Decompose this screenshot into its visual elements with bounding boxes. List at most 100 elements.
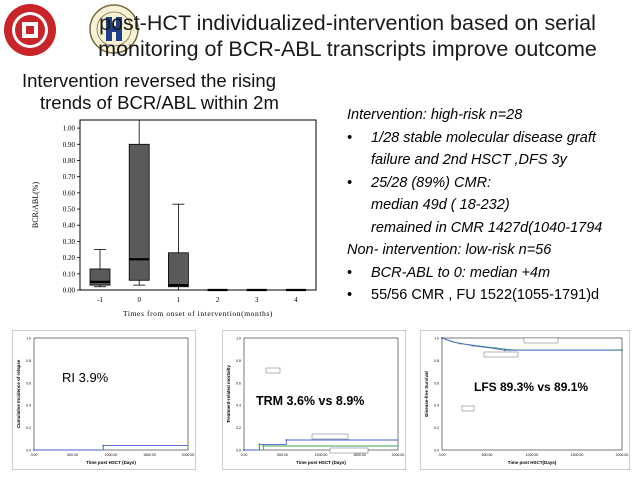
y-tick-label: 0.30 — [63, 238, 76, 246]
y-axis-label: Cumulative Incidence of relapse — [16, 359, 21, 428]
lfs-label: LFS 89.3% vs 89.1% — [474, 380, 589, 394]
details-bullet-3: • BCR-ABL to 0: median +4m — [347, 262, 637, 285]
x-axis-label: Time post HSCT(Days) — [508, 460, 557, 465]
y-tick-label: 1.0 — [26, 337, 31, 341]
box-body — [128, 143, 150, 281]
y-tick-label: 0.4 — [26, 404, 31, 408]
x-axis-label: Time post HSCT (Days) — [86, 460, 136, 465]
y-axis-label: BCR/ABL(%) — [31, 182, 40, 229]
chart-border — [12, 330, 196, 470]
legend-box-0 — [265, 367, 281, 374]
y-tick-label: 0.0 — [26, 449, 31, 453]
trm-label: TRM 3.6% vs 8.9% — [256, 394, 365, 408]
censor-mark — [258, 443, 261, 446]
x-tick-label: 1500.00 — [143, 453, 156, 457]
censor-mark — [243, 449, 245, 451]
details-bullet-1-cont: failure and 2nd HSCT ,DFS 3y — [371, 152, 567, 168]
x-tick-label: 2000.00 — [392, 453, 405, 457]
x-tick-label: -1 — [97, 296, 103, 304]
relapse-incidence-chart: 0.0 0.2 0.4 0.6 0.8 1.0 0.00 500.00 1000.00 1500.… — [12, 330, 196, 470]
x-tick-label: 500.00 — [482, 453, 493, 457]
x-tick-label: 1500.00 — [571, 453, 584, 457]
y-tick-label: 0.40 — [63, 222, 76, 230]
box-0 — [128, 119, 150, 286]
y-tick-label: 0.0 — [236, 449, 241, 453]
intervention-heading: Intervention: high-risk n=28 — [347, 107, 523, 123]
y-tick-label: 0.8 — [434, 359, 439, 363]
y-axis-label: Disease-free Survival — [424, 371, 429, 417]
legend-box-1 — [483, 351, 519, 358]
y-tick-label: 1.0 — [434, 337, 439, 341]
details-bullet-4: • 55/56 CMR , FU 1522(1055-1791)d — [347, 284, 637, 307]
x-tick-label: 1000.00 — [315, 453, 328, 457]
y-tick-label: 0.50 — [63, 206, 76, 214]
x-tick-label: 0.00 — [241, 453, 248, 457]
legend-box-0 — [523, 337, 559, 344]
x-axis-label: Times from onset of intervention(months) — [123, 309, 273, 318]
x-axis-label: Time post HSCT (Days) — [296, 460, 346, 465]
y-tick-label: 0.20 — [63, 254, 76, 262]
y-tick-label: 0.4 — [434, 404, 439, 408]
y-tick-label: 1.0 — [236, 337, 241, 341]
box-body — [167, 252, 189, 288]
y-tick-label: 0.8 — [26, 359, 31, 363]
series-line-1 — [244, 439, 398, 451]
bullet-mark: • — [347, 174, 353, 191]
y-tick-label: 0.8 — [236, 359, 241, 363]
details-bullet-1: • 1/28 stable molecular disease graft — [347, 127, 637, 150]
y-tick-label: 0.2 — [434, 426, 439, 430]
legend-box-2 — [329, 447, 369, 454]
bullet-mark: • — [347, 287, 353, 303]
y-tick-label: 0.2 — [236, 426, 241, 430]
trm-chart: 0.0 0.2 0.4 0.6 0.8 1.0 0.00 500.00 1000.00 1500.… — [222, 330, 406, 470]
censor-mark — [472, 345, 475, 347]
details-panel: Intervention: high-risk n=28 • 1/28 stabl… — [347, 104, 637, 307]
y-tick-label: 0.4 — [236, 404, 241, 408]
chart-border — [420, 330, 630, 470]
x-tick-label: 4 — [294, 296, 298, 304]
lfs-chart: 0.0 0.2 0.4 0.6 0.8 1.0 0.00 500.00 1000.00 1500.… — [420, 330, 630, 470]
y-tick-label: 0.70 — [63, 173, 76, 181]
subtitle-line-2: trends of BCR/ABL within 2m — [40, 92, 279, 113]
slide-subtitle: Intervention reversed the rising trends … — [22, 70, 312, 114]
censor-mark — [441, 337, 443, 339]
bullet-mark: • — [347, 264, 353, 281]
y-tick-label: 1.00 — [63, 125, 76, 133]
plot-frame — [243, 337, 399, 451]
slide-title: post-HCT individualized-intervention bas… — [98, 11, 597, 61]
y-tick-label: 0.6 — [236, 381, 241, 385]
plot-frame — [33, 337, 189, 451]
x-tick-label: 0 — [137, 296, 141, 304]
non-intervention-heading: Non- intervention: low-risk n=56 — [347, 242, 552, 258]
censor-mark — [33, 449, 35, 451]
censor-mark — [285, 439, 288, 441]
x-tick-label: 2 — [216, 296, 220, 304]
x-tick-label: 1000.00 — [526, 453, 539, 457]
x-tick-label: 1 — [177, 296, 181, 304]
x-tick-label: 1500.00 — [353, 453, 366, 457]
y-tick-label: 0.6 — [26, 381, 31, 385]
x-tick-label: 500.00 — [277, 453, 288, 457]
censor-mark — [495, 347, 497, 349]
x-tick-label: 2000.00 — [182, 453, 195, 457]
series-line-1 — [441, 337, 622, 351]
box--1 — [89, 249, 111, 288]
plot-frame — [79, 119, 317, 291]
legend-box-1 — [311, 433, 349, 440]
x-tick-label: 0.00 — [439, 453, 446, 457]
x-tick-label: 1000.00 — [105, 453, 118, 457]
x-tick-label: 500.00 — [67, 453, 78, 457]
y-tick-label: 0.10 — [63, 270, 76, 278]
censor-mark — [102, 444, 105, 447]
details-bullet-2-sub-2: remained in CMR 1427d(1040-1794 — [371, 219, 603, 236]
y-axis-label: Treatment-related mortality — [226, 365, 231, 424]
y-tick-label: 0.2 — [26, 426, 31, 430]
y-tick-label: 0.60 — [63, 189, 76, 197]
x-tick-label: 0.00 — [31, 453, 38, 457]
bcr-abl-boxplot: 0.00 0.10 0.20 0.30 0.40 0.50 0.60 0.70 0.80 0.90… — [31, 119, 317, 318]
details-bullet-2-sub-1: median 49d ( 18-232) — [371, 197, 510, 213]
bullet-mark: • — [347, 129, 353, 146]
y-tick-label: 0.0 — [434, 449, 439, 453]
details-bullet-2: • 25/28 (89%) CMR: — [347, 172, 637, 195]
ri-label: RI 3.9% — [62, 370, 109, 385]
